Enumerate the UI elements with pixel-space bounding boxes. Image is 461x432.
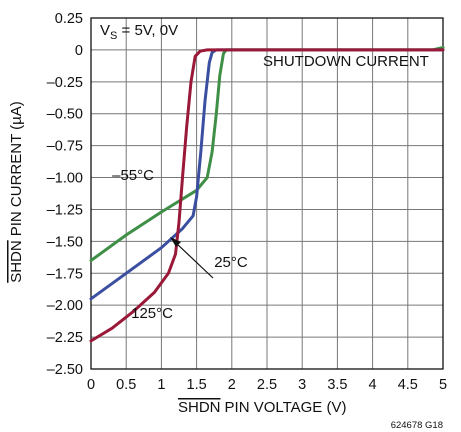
x-tick-label: 4.5 [398,377,418,393]
series-line-125C [89,48,445,343]
y-tick-label: –1.25 [47,202,83,218]
curve-label: –55°C [112,167,154,184]
y-tick-label: –1.00 [47,171,83,187]
y-tick-label: –1.50 [47,234,83,250]
y-tick-labels: 0.25 0 –0.25 –0.50 –0.75 –1.00 –1.25 –1.50 –1.75… [47,11,83,378]
grid [91,18,443,369]
x-axis-label: SHDN PIN VOLTAGE (V) [178,399,346,416]
condition-label: VS = 5V, 0V [100,22,178,42]
curve-label: 25°C [214,254,248,271]
x-tick-label: 1.5 [187,377,207,393]
series-lines [89,45,445,343]
svg-text:SHDNPIN CURRENT (µA): SHDNPIN CURRENT (µA) [8,101,25,283]
x-tick-label: 2 [228,377,236,393]
y-tick-label: –0.25 [47,75,83,91]
y-tick-label: –1.75 [47,266,83,282]
x-tick-label: 5 [439,377,447,393]
x-tick-label: 3.5 [327,377,347,393]
arrow-25c [170,237,214,279]
y-tick-label: –0.75 [47,139,83,155]
y-tick-label: 0 [75,43,83,59]
x-tick-label: 0.5 [116,377,136,393]
x-tick-label: 4 [369,377,377,393]
y-tick-label: –2.00 [47,298,83,314]
curve-labels: –55°C 25°C 125°C [112,167,248,322]
plot-frame [90,17,444,370]
series-line-25C [89,48,445,301]
y-tick-label: –0.50 [47,107,83,123]
y-tick-label: –2.25 [47,330,83,346]
x-tick-label: 2.5 [257,377,277,393]
x-tick-label: 1 [157,377,165,393]
curve-label: 125°C [131,305,173,322]
y-tick-label: 0.25 [55,11,83,27]
x-tick-label: 0 [87,377,95,393]
svg-text:SHDNPIN VOLTAGE (V): SHDN PIN VOLTAGE (V) [178,399,346,416]
x-tick-labels: 0 0.5 1 1.5 2 2.5 3 3.5 4 4.5 5 [87,377,447,393]
x-tick-label: 3 [298,377,306,393]
figure-code: 624678 G18 [391,420,443,431]
y-tick-label: –2.50 [47,362,83,378]
y-axis-label: SHDNPIN CURRENT (µA) [8,101,25,283]
shutdown-current-label: SHUTDOWN CURRENT [263,53,429,70]
